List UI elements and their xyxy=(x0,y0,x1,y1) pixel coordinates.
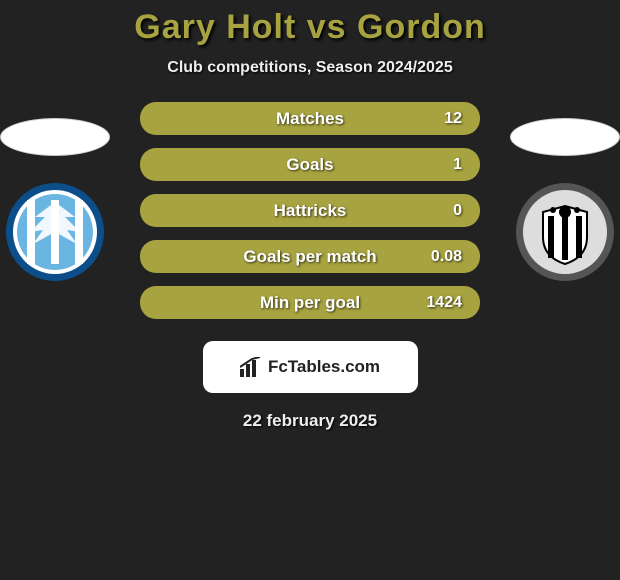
player-left-crest xyxy=(5,182,105,282)
date-text: 22 february 2025 xyxy=(243,411,377,431)
stat-value-right: 1424 xyxy=(426,294,462,312)
stat-label: Goals per match xyxy=(243,247,376,267)
stat-label: Matches xyxy=(276,109,344,129)
stat-row: Goals 1 xyxy=(140,148,480,181)
stat-row: Min per goal 1424 xyxy=(140,286,480,319)
stat-label: Hattricks xyxy=(274,201,347,221)
player-left-panel xyxy=(0,118,120,282)
stat-value-right: 0.08 xyxy=(431,248,462,266)
brand-text: FcTables.com xyxy=(268,357,380,377)
stat-value-right: 12 xyxy=(444,110,462,128)
player-right-headshot xyxy=(510,118,620,156)
brand-badge: FcTables.com xyxy=(203,341,418,393)
stat-row: Goals per match 0.08 xyxy=(140,240,480,273)
stat-label: Goals xyxy=(286,155,333,175)
stat-label: Min per goal xyxy=(260,293,360,313)
stat-value-right: 1 xyxy=(453,156,462,174)
stat-row: Hattricks 0 xyxy=(140,194,480,227)
page-title: Gary Holt vs Gordon xyxy=(134,8,486,47)
player-right-panel xyxy=(500,118,620,282)
player-left-headshot xyxy=(0,118,110,156)
subtitle: Club competitions, Season 2024/2025 xyxy=(167,59,452,77)
stat-value-right: 0 xyxy=(453,202,462,220)
stats-list: Matches 12 Goals 1 Hattricks 0 Goals per… xyxy=(140,102,480,319)
stat-row: Matches 12 xyxy=(140,102,480,135)
player-right-crest xyxy=(515,182,615,282)
bar-chart-icon xyxy=(240,357,262,377)
